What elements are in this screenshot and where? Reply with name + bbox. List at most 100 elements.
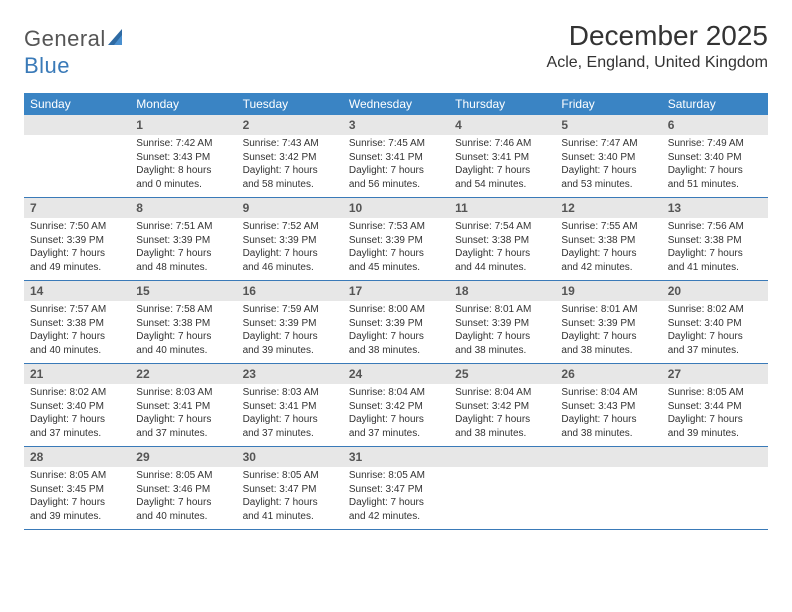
sunrise-line: Sunrise: 7:54 AM bbox=[455, 220, 549, 234]
dow-cell: Sunday bbox=[24, 93, 130, 115]
daynum-row: 14151617181920 bbox=[24, 281, 768, 301]
sunset-line: Sunset: 3:41 PM bbox=[136, 400, 230, 414]
dow-cell: Friday bbox=[555, 93, 661, 115]
day-content: Sunrise: 7:46 AMSunset: 3:41 PMDaylight:… bbox=[449, 135, 555, 197]
day-content bbox=[555, 467, 661, 529]
day-content bbox=[24, 135, 130, 197]
title-block: December 2025 Acle, England, United King… bbox=[547, 20, 768, 72]
day-content: Sunrise: 8:04 AMSunset: 3:42 PMDaylight:… bbox=[343, 384, 449, 446]
day-number: 19 bbox=[555, 281, 661, 301]
dow-cell: Wednesday bbox=[343, 93, 449, 115]
daynum-row: 21222324252627 bbox=[24, 364, 768, 384]
day-content: Sunrise: 8:04 AMSunset: 3:42 PMDaylight:… bbox=[449, 384, 555, 446]
day-number: 22 bbox=[130, 364, 236, 384]
sunset-line: Sunset: 3:44 PM bbox=[668, 400, 762, 414]
content-row: Sunrise: 8:05 AMSunset: 3:45 PMDaylight:… bbox=[24, 467, 768, 530]
day-number bbox=[24, 115, 130, 135]
daylight-line: Daylight: 7 hours and 56 minutes. bbox=[349, 164, 443, 191]
day-content: Sunrise: 8:05 AMSunset: 3:47 PMDaylight:… bbox=[343, 467, 449, 529]
daylight-line: Daylight: 7 hours and 46 minutes. bbox=[243, 247, 337, 274]
dow-cell: Thursday bbox=[449, 93, 555, 115]
sunset-line: Sunset: 3:41 PM bbox=[243, 400, 337, 414]
sunrise-line: Sunrise: 7:50 AM bbox=[30, 220, 124, 234]
daylight-line: Daylight: 7 hours and 38 minutes. bbox=[561, 330, 655, 357]
sunset-line: Sunset: 3:41 PM bbox=[349, 151, 443, 165]
day-content: Sunrise: 7:51 AMSunset: 3:39 PMDaylight:… bbox=[130, 218, 236, 280]
day-content: Sunrise: 8:04 AMSunset: 3:43 PMDaylight:… bbox=[555, 384, 661, 446]
day-content: Sunrise: 7:45 AMSunset: 3:41 PMDaylight:… bbox=[343, 135, 449, 197]
day-content: Sunrise: 7:59 AMSunset: 3:39 PMDaylight:… bbox=[237, 301, 343, 363]
day-number bbox=[449, 447, 555, 467]
daylight-line: Daylight: 7 hours and 42 minutes. bbox=[561, 247, 655, 274]
day-number: 6 bbox=[662, 115, 768, 135]
sunset-line: Sunset: 3:42 PM bbox=[455, 400, 549, 414]
logo-part2: Blue bbox=[24, 53, 70, 78]
daylight-line: Daylight: 8 hours and 0 minutes. bbox=[136, 164, 230, 191]
sunrise-line: Sunrise: 8:01 AM bbox=[561, 303, 655, 317]
day-content: Sunrise: 8:05 AMSunset: 3:45 PMDaylight:… bbox=[24, 467, 130, 529]
dow-cell: Monday bbox=[130, 93, 236, 115]
day-number: 8 bbox=[130, 198, 236, 218]
day-number: 2 bbox=[237, 115, 343, 135]
daylight-line: Daylight: 7 hours and 39 minutes. bbox=[30, 496, 124, 523]
daylight-line: Daylight: 7 hours and 38 minutes. bbox=[455, 330, 549, 357]
sunrise-line: Sunrise: 7:51 AM bbox=[136, 220, 230, 234]
location: Acle, England, United Kingdom bbox=[547, 54, 768, 72]
day-content: Sunrise: 7:54 AMSunset: 3:38 PMDaylight:… bbox=[449, 218, 555, 280]
sunset-line: Sunset: 3:38 PM bbox=[668, 234, 762, 248]
day-content: Sunrise: 8:00 AMSunset: 3:39 PMDaylight:… bbox=[343, 301, 449, 363]
sunset-line: Sunset: 3:39 PM bbox=[349, 234, 443, 248]
day-number bbox=[555, 447, 661, 467]
sunrise-line: Sunrise: 7:56 AM bbox=[668, 220, 762, 234]
day-content: Sunrise: 7:49 AMSunset: 3:40 PMDaylight:… bbox=[662, 135, 768, 197]
day-content: Sunrise: 7:53 AMSunset: 3:39 PMDaylight:… bbox=[343, 218, 449, 280]
sunset-line: Sunset: 3:42 PM bbox=[349, 400, 443, 414]
sunset-line: Sunset: 3:40 PM bbox=[668, 151, 762, 165]
day-content bbox=[662, 467, 768, 529]
sunset-line: Sunset: 3:38 PM bbox=[561, 234, 655, 248]
day-number: 14 bbox=[24, 281, 130, 301]
day-content: Sunrise: 8:02 AMSunset: 3:40 PMDaylight:… bbox=[662, 301, 768, 363]
day-of-week-row: SundayMondayTuesdayWednesdayThursdayFrid… bbox=[24, 93, 768, 115]
sunset-line: Sunset: 3:39 PM bbox=[30, 234, 124, 248]
daylight-line: Daylight: 7 hours and 51 minutes. bbox=[668, 164, 762, 191]
day-content: Sunrise: 7:47 AMSunset: 3:40 PMDaylight:… bbox=[555, 135, 661, 197]
sunset-line: Sunset: 3:43 PM bbox=[561, 400, 655, 414]
logo-part1: General bbox=[24, 26, 106, 51]
dow-cell: Tuesday bbox=[237, 93, 343, 115]
sunrise-line: Sunrise: 8:03 AM bbox=[136, 386, 230, 400]
sunset-line: Sunset: 3:40 PM bbox=[561, 151, 655, 165]
sunset-line: Sunset: 3:39 PM bbox=[561, 317, 655, 331]
day-number: 29 bbox=[130, 447, 236, 467]
logo-text: GeneralBlue bbox=[24, 26, 130, 79]
daynum-row: 123456 bbox=[24, 115, 768, 135]
day-number bbox=[662, 447, 768, 467]
day-content: Sunrise: 7:52 AMSunset: 3:39 PMDaylight:… bbox=[237, 218, 343, 280]
daylight-line: Daylight: 7 hours and 37 minutes. bbox=[668, 330, 762, 357]
day-number: 9 bbox=[237, 198, 343, 218]
sunrise-line: Sunrise: 8:05 AM bbox=[30, 469, 124, 483]
daylight-line: Daylight: 7 hours and 41 minutes. bbox=[668, 247, 762, 274]
sunrise-line: Sunrise: 8:04 AM bbox=[455, 386, 549, 400]
sunset-line: Sunset: 3:39 PM bbox=[349, 317, 443, 331]
daylight-line: Daylight: 7 hours and 38 minutes. bbox=[349, 330, 443, 357]
day-content bbox=[449, 467, 555, 529]
day-content: Sunrise: 8:03 AMSunset: 3:41 PMDaylight:… bbox=[130, 384, 236, 446]
sunset-line: Sunset: 3:47 PM bbox=[243, 483, 337, 497]
day-content: Sunrise: 7:55 AMSunset: 3:38 PMDaylight:… bbox=[555, 218, 661, 280]
sunset-line: Sunset: 3:38 PM bbox=[136, 317, 230, 331]
daynum-row: 78910111213 bbox=[24, 198, 768, 218]
day-number: 5 bbox=[555, 115, 661, 135]
sunset-line: Sunset: 3:38 PM bbox=[30, 317, 124, 331]
sunrise-line: Sunrise: 8:05 AM bbox=[349, 469, 443, 483]
sail-icon bbox=[108, 27, 130, 53]
day-content: Sunrise: 7:50 AMSunset: 3:39 PMDaylight:… bbox=[24, 218, 130, 280]
day-content: Sunrise: 8:01 AMSunset: 3:39 PMDaylight:… bbox=[449, 301, 555, 363]
daylight-line: Daylight: 7 hours and 53 minutes. bbox=[561, 164, 655, 191]
day-number: 20 bbox=[662, 281, 768, 301]
day-content: Sunrise: 8:05 AMSunset: 3:46 PMDaylight:… bbox=[130, 467, 236, 529]
daylight-line: Daylight: 7 hours and 39 minutes. bbox=[243, 330, 337, 357]
logo: GeneralBlue bbox=[24, 20, 130, 79]
content-row: Sunrise: 8:02 AMSunset: 3:40 PMDaylight:… bbox=[24, 384, 768, 447]
sunrise-line: Sunrise: 8:02 AM bbox=[668, 303, 762, 317]
